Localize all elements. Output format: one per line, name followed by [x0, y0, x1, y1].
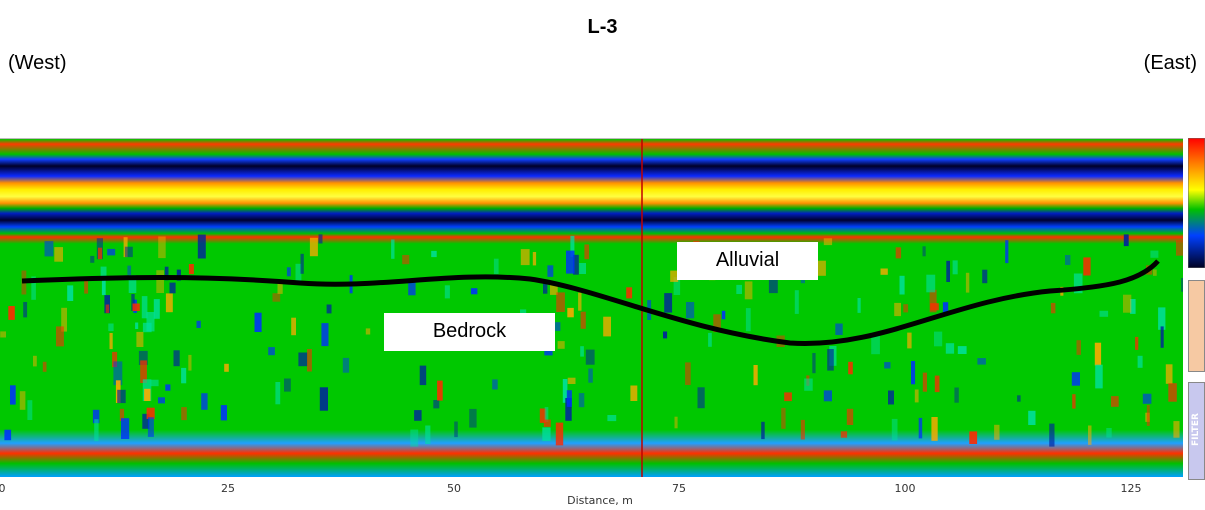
bedrock-label: Bedrock	[384, 313, 555, 351]
wave-panel[interactable]	[1188, 280, 1205, 372]
x-tick-label: 125	[1120, 482, 1142, 495]
x-tick-label: 25	[221, 482, 235, 495]
radargram	[0, 138, 1183, 477]
filter-panel[interactable]: FILTER	[1188, 382, 1205, 480]
east-direction-label: (East)	[1143, 52, 1197, 74]
x-tick-label: 75	[672, 482, 686, 495]
x-tick-label: 100	[894, 482, 916, 495]
color-scale-bar	[1188, 138, 1205, 268]
alluvial-bedrock-interface-line	[21, 259, 1160, 347]
profile-title: L-3	[587, 16, 618, 38]
west-direction-label: (West)	[8, 52, 67, 74]
alluvial-label: Alluvial	[677, 242, 818, 280]
x-tick-label: 50	[447, 482, 461, 495]
x-tick-label: 0	[0, 482, 6, 495]
filter-label: FILTER	[1191, 413, 1201, 446]
x-axis-label: Distance, m	[567, 494, 633, 507]
